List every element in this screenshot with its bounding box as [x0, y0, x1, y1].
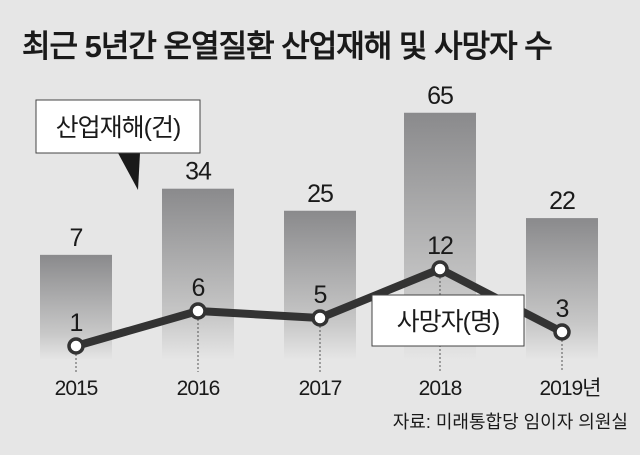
bar-value-label: 34 — [185, 158, 212, 186]
line-point — [553, 323, 571, 341]
line-value-label: 1 — [70, 309, 83, 337]
bar-legend-callout: 산업재해(건) — [35, 99, 201, 190]
x-tick-label: 2018 — [419, 377, 462, 400]
line-value-label: 6 — [192, 274, 205, 302]
line-value-label: 3 — [556, 295, 569, 323]
legend-line-label: 사망자(명) — [397, 308, 500, 336]
line-point — [311, 309, 329, 327]
source-note: 자료: 미래통합당 임이자 의원실 — [393, 412, 628, 432]
line-point — [67, 337, 85, 355]
x-tick-label: 2015 — [55, 377, 98, 400]
bar-value-label: 25 — [307, 180, 333, 208]
line-point — [189, 302, 207, 320]
x-tick-label: 2019년 — [539, 377, 600, 400]
line-point — [431, 260, 449, 278]
line-series: 1 6 5 12 3 — [67, 232, 571, 372]
x-axis-labels: 2015 2016 2017 2018 2019년 — [55, 377, 602, 400]
bar-value-label: 22 — [549, 187, 575, 215]
bar-value-label: 65 — [427, 82, 453, 110]
x-tick-label: 2017 — [299, 377, 342, 400]
chart-title: 최근 5년간 온열질환 산업재해 및 사망자 수 — [22, 29, 552, 64]
line-value-label: 5 — [314, 281, 327, 309]
x-tick-label: 2016 — [177, 377, 220, 400]
line-legend-box: 사망자(명) — [371, 294, 525, 347]
bar-value-label: 7 — [70, 224, 83, 252]
line-value-label: 12 — [427, 232, 453, 260]
legend-bar-label: 산업재해(건) — [56, 114, 181, 142]
